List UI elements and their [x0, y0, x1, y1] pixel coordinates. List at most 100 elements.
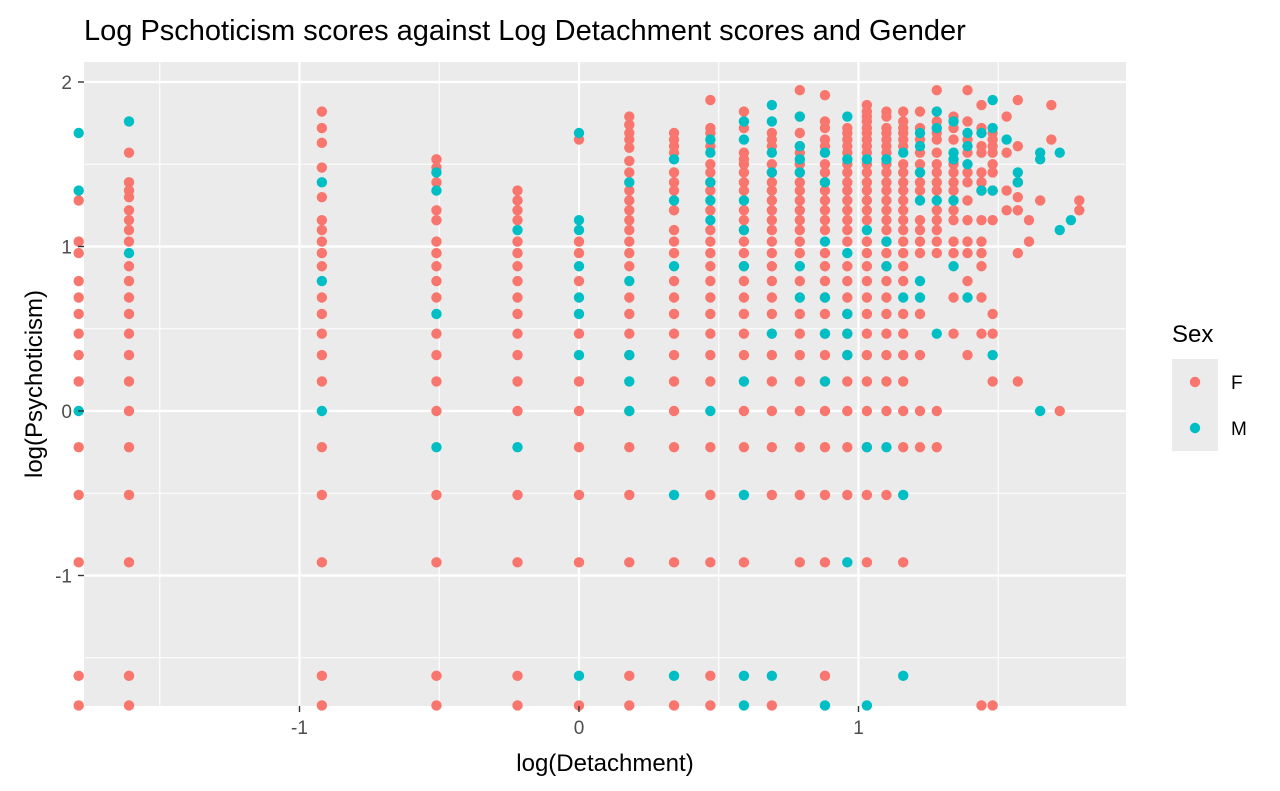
- data-point: [766, 441, 778, 453]
- data-point: [573, 405, 585, 417]
- data-point: [123, 700, 135, 711]
- data-point: [881, 195, 892, 206]
- data-point: [705, 205, 716, 216]
- data-point: [898, 116, 909, 127]
- data-point: [819, 89, 831, 101]
- data-point: [316, 214, 328, 226]
- data-point: [512, 185, 523, 196]
- data-point: [881, 328, 892, 339]
- data-point: [842, 154, 853, 165]
- data-point: [861, 99, 873, 111]
- data-point: [881, 106, 892, 117]
- data-point: [898, 167, 909, 178]
- data-point: [948, 328, 959, 339]
- data-point: [624, 328, 635, 339]
- data-point: [573, 247, 585, 259]
- data-point: [819, 116, 831, 127]
- x-tick-label: 1: [853, 718, 864, 739]
- data-point: [948, 205, 959, 216]
- data-point: [512, 308, 523, 320]
- data-point: [431, 308, 442, 320]
- data-point: [962, 214, 973, 226]
- data-point: [914, 349, 926, 361]
- data-point: [316, 177, 328, 188]
- data-point: [766, 195, 778, 206]
- data-point: [962, 159, 973, 170]
- data-point: [1001, 205, 1012, 216]
- data-point: [1065, 214, 1077, 226]
- data-point: [976, 167, 987, 178]
- data-point: [573, 292, 585, 303]
- data-point: [738, 224, 750, 236]
- data-point: [898, 261, 909, 272]
- data-point: [881, 154, 892, 165]
- data-point: [123, 275, 135, 287]
- data-point: [431, 405, 442, 417]
- data-point: [898, 177, 909, 188]
- data-point: [931, 106, 942, 117]
- data-point: [624, 489, 635, 501]
- data-point: [948, 214, 959, 226]
- data-point: [668, 127, 680, 139]
- data-point: [931, 405, 942, 417]
- data-point: [73, 328, 84, 339]
- data-point: [668, 405, 680, 417]
- data-point: [668, 376, 680, 387]
- data-point: [316, 349, 328, 361]
- data-point: [73, 247, 84, 259]
- data-point: [766, 167, 778, 178]
- data-point: [766, 147, 778, 158]
- data-point: [316, 224, 328, 236]
- data-point: [738, 167, 750, 178]
- data-point: [431, 236, 442, 247]
- data-point: [861, 308, 873, 320]
- data-point: [861, 167, 873, 178]
- data-point: [431, 214, 442, 226]
- data-point: [766, 185, 778, 196]
- data-point: [976, 261, 987, 272]
- data-point: [431, 205, 442, 216]
- data-point: [123, 261, 135, 272]
- data-point: [794, 328, 806, 339]
- data-point: [948, 147, 959, 158]
- data-point: [962, 236, 973, 247]
- legend-label-F: F: [1231, 373, 1243, 394]
- data-point: [842, 405, 853, 417]
- data-point: [512, 261, 523, 272]
- data-point: [766, 205, 778, 216]
- data-point: [123, 670, 135, 682]
- data-point: [931, 214, 942, 226]
- data-point: [316, 441, 328, 453]
- x-tick-label: 0: [574, 718, 585, 739]
- data-point: [766, 489, 778, 501]
- plot-panel: [84, 62, 1126, 706]
- data-point: [705, 557, 716, 568]
- y-tick-label: 1: [61, 238, 72, 259]
- data-point: [766, 224, 778, 236]
- data-point: [705, 247, 716, 259]
- data-point: [766, 292, 778, 303]
- data-point: [624, 700, 635, 711]
- data-point: [931, 236, 942, 247]
- data-point: [948, 195, 959, 206]
- data-point: [316, 122, 328, 134]
- data-point: [1074, 205, 1085, 216]
- data-point: [1023, 214, 1035, 226]
- data-point: [431, 349, 442, 361]
- data-point: [668, 236, 680, 247]
- series-M: [73, 94, 1077, 711]
- data-point: [668, 261, 680, 272]
- data-point: [914, 127, 926, 139]
- data-point: [931, 159, 942, 170]
- data-point: [123, 328, 135, 339]
- data-point: [819, 214, 831, 226]
- data-point: [794, 111, 806, 122]
- data-point: [861, 261, 873, 272]
- data-point: [573, 236, 585, 247]
- data-point: [738, 106, 750, 117]
- data-point: [881, 205, 892, 216]
- data-point: [962, 292, 973, 303]
- data-point: [898, 292, 909, 303]
- data-point: [819, 441, 831, 453]
- data-point: [842, 205, 853, 216]
